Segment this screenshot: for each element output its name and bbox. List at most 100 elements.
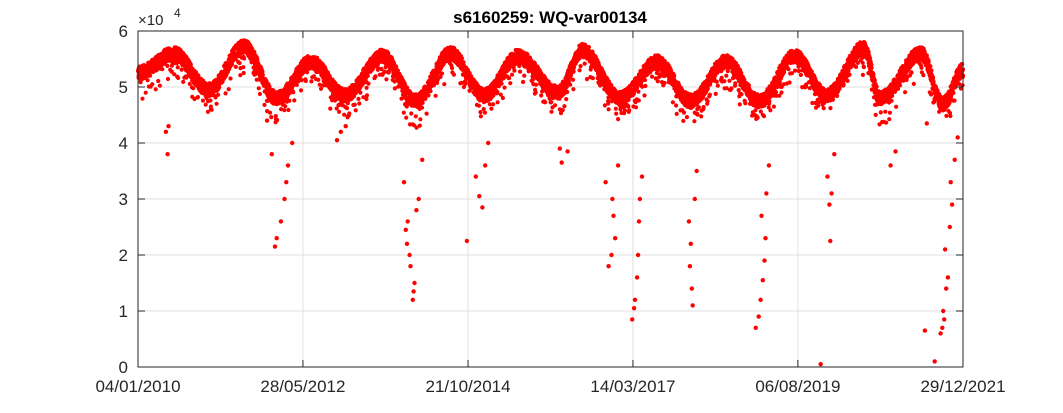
data-point [606, 107, 611, 112]
data-point [590, 76, 595, 81]
data-point [392, 79, 397, 84]
data-point [562, 104, 567, 109]
data-point [275, 118, 280, 123]
data-point [264, 78, 269, 83]
data-point [512, 68, 517, 73]
data-point [309, 79, 314, 84]
data-point [157, 83, 162, 88]
data-point [423, 95, 428, 100]
data-point [495, 89, 500, 95]
data-point [571, 87, 576, 92]
data-point [508, 81, 513, 86]
data-point [303, 78, 308, 84]
data-point [356, 96, 361, 101]
data-point [699, 114, 704, 119]
data-point [627, 108, 632, 113]
data-point [476, 103, 482, 108]
data-point [451, 72, 456, 77]
data-point [257, 91, 262, 97]
data-point [230, 62, 235, 67]
data-point [165, 63, 170, 68]
data-point [200, 98, 206, 103]
data-point [208, 98, 213, 103]
data-point [636, 89, 641, 94]
data-point [191, 86, 196, 91]
data-point [384, 77, 389, 82]
data-point [672, 73, 677, 79]
data-point [353, 108, 358, 113]
data-point [435, 80, 440, 85]
data-point [255, 57, 260, 62]
data-point [586, 45, 592, 50]
data-point [223, 91, 228, 96]
data-point [342, 112, 347, 117]
data-point [426, 93, 431, 98]
data-point [649, 74, 655, 79]
data-point [439, 71, 445, 76]
data-point [364, 96, 369, 102]
data-point [692, 119, 697, 124]
data-point [461, 60, 466, 65]
data-point [482, 110, 488, 115]
data-point [143, 90, 148, 95]
data-point [438, 74, 443, 79]
data-point [737, 102, 742, 107]
data-point [344, 106, 350, 111]
data-point [292, 98, 297, 103]
data-point [633, 105, 639, 110]
data-point [365, 73, 370, 78]
data-point [382, 69, 387, 74]
data-point [358, 90, 363, 95]
data-point [256, 86, 261, 91]
data-point [521, 79, 526, 85]
data-point [549, 100, 554, 105]
data-point [701, 105, 706, 110]
data-point [294, 82, 299, 87]
data-point [316, 77, 321, 82]
data-point [153, 87, 158, 92]
data-point [217, 85, 222, 90]
data-point [564, 97, 569, 102]
data-point [184, 75, 189, 80]
data-point [409, 111, 414, 116]
data-point [431, 83, 436, 88]
data-point [328, 106, 333, 111]
data-point [489, 106, 494, 111]
data-point [140, 96, 145, 101]
data-point [495, 100, 500, 105]
data-point [179, 67, 184, 72]
data-point [366, 81, 371, 86]
data-point [449, 65, 455, 71]
data-point [614, 111, 619, 116]
data-point [719, 75, 724, 80]
data-point [337, 109, 342, 114]
data-point [254, 77, 259, 82]
data-point [729, 86, 734, 91]
data-point [433, 93, 438, 98]
data-point [364, 85, 369, 90]
data-point [418, 117, 423, 122]
data-point [507, 76, 512, 81]
data-point [681, 118, 686, 123]
data-point [268, 110, 273, 115]
data-point [755, 115, 760, 120]
data-point [626, 104, 631, 109]
data-point [674, 111, 679, 116]
data-point [539, 93, 544, 98]
data-point [298, 88, 304, 93]
data-point [386, 50, 391, 56]
data-point [662, 80, 667, 86]
data-point [578, 64, 583, 69]
data-point [299, 78, 304, 83]
data-point [282, 108, 287, 113]
data-point [318, 86, 324, 91]
data-point [317, 82, 322, 87]
data-point [642, 93, 647, 98]
data-points [135, 38, 966, 367]
data-point [739, 92, 744, 97]
data-point [499, 81, 504, 86]
data-point [214, 101, 219, 106]
data-point [643, 83, 648, 89]
data-point [533, 90, 538, 95]
